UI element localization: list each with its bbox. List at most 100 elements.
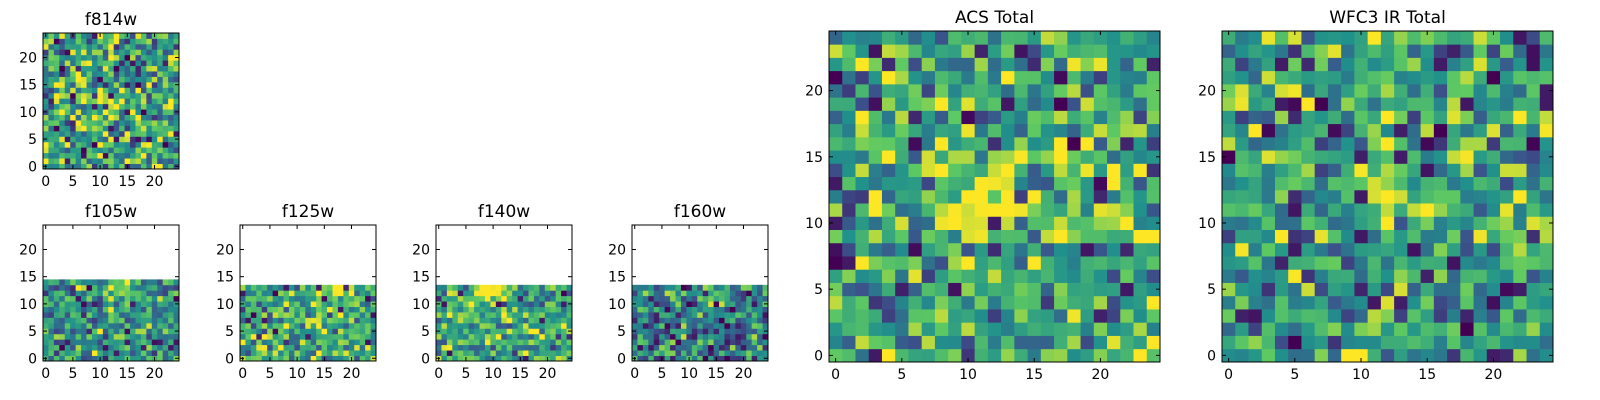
heatmap-cell [283, 290, 290, 297]
heatmap-cell [81, 350, 87, 356]
heatmap-cell [1327, 110, 1342, 125]
heatmap-cell [354, 301, 361, 307]
heatmap-cell [102, 98, 109, 105]
heatmap-cell [64, 120, 71, 126]
heatmap-cell [48, 43, 55, 50]
heatmap-cell [70, 312, 77, 318]
heatmap-cell [719, 290, 725, 297]
heatmap-cell [691, 301, 698, 307]
heatmap-cell [86, 355, 93, 362]
heatmap-cell [1235, 309, 1249, 323]
heatmap-cell [130, 54, 136, 61]
heatmap-cell [70, 295, 77, 302]
heatmap-cell [664, 290, 671, 297]
heatmap-cell [484, 333, 491, 340]
heatmap-cell [1301, 44, 1316, 58]
heatmap-cell [1133, 70, 1148, 85]
heatmap-cell [135, 76, 142, 83]
heatmap-cell [1433, 309, 1448, 323]
heatmap-cell [316, 317, 322, 324]
heatmap-cell [81, 49, 87, 56]
heatmap-cell [348, 290, 355, 297]
heatmap-cell [895, 335, 909, 350]
heatmap-cell [140, 49, 147, 56]
heatmap-cell [1222, 282, 1236, 297]
heatmap-cell [70, 60, 77, 67]
heatmap-cell [119, 317, 125, 324]
heatmap-cell [1001, 163, 1015, 178]
heatmap-cell [1394, 110, 1408, 125]
heatmap-cell [59, 301, 66, 307]
heatmap-cell [91, 339, 98, 346]
heatmap-cell [555, 301, 562, 307]
heatmap-cell [506, 322, 513, 329]
heatmap-cell [1288, 123, 1302, 138]
heatmap-cell [506, 312, 513, 318]
heatmap-cell [151, 312, 158, 318]
heatmap-cell [1014, 176, 1028, 191]
heatmap-cell [250, 355, 257, 362]
heatmap-cell [544, 328, 551, 335]
heatmap-cell [961, 70, 976, 85]
heatmap-cell [1486, 242, 1501, 257]
heatmap-cell [495, 290, 502, 297]
heatmap-cell [86, 65, 93, 72]
heatmap-cell [102, 312, 109, 318]
heatmap-cell [501, 290, 508, 297]
heatmap-cell [256, 344, 263, 351]
heatmap-cell [528, 333, 535, 340]
heatmap-cell [245, 350, 252, 356]
heatmap-cell [75, 136, 82, 143]
heatmap-cell [1054, 123, 1068, 138]
panel-title: f125w [282, 202, 334, 222]
heatmap-cell [974, 256, 989, 270]
heatmap-cell [829, 110, 843, 125]
heatmap-cell [702, 344, 709, 351]
heatmap-cell [91, 152, 98, 159]
heatmap-cell [1080, 189, 1095, 204]
heatmap-cell [157, 163, 164, 170]
heatmap-cell [1120, 229, 1134, 244]
heatmap-cell [283, 339, 290, 346]
heatmap-cell [1027, 256, 1042, 270]
y-tick-label: 15 [608, 270, 626, 286]
heatmap-cell [53, 344, 60, 351]
heatmap-cell [162, 322, 169, 329]
heatmap-cell [1367, 176, 1382, 191]
x-tick-label: 0 [434, 366, 443, 382]
heatmap-cell [961, 163, 976, 178]
heatmap-cell [490, 312, 497, 318]
heatmap-cell [1380, 70, 1395, 85]
heatmap-cell [855, 44, 870, 58]
heatmap-cell [1093, 163, 1108, 178]
heatmap-cell [59, 98, 66, 105]
y-tick-label: 20 [19, 50, 37, 66]
heatmap-cell [719, 339, 725, 346]
heatmap-cell [140, 125, 147, 132]
heatmap-cell [108, 328, 115, 335]
heatmap-cell [686, 312, 693, 318]
heatmap-cell [261, 350, 268, 356]
heatmap-cell [1500, 322, 1514, 336]
heatmap-cell [550, 317, 557, 324]
heatmap-cell [86, 76, 93, 83]
heatmap-cell [64, 355, 71, 362]
heatmap-cell [140, 60, 147, 67]
heatmap-cell [59, 279, 66, 286]
heatmap-cell [659, 328, 666, 335]
heatmap-cell [1120, 256, 1134, 270]
heatmap-cell [1407, 150, 1421, 164]
heatmap-cell [70, 322, 77, 329]
heatmap-cell [130, 130, 136, 137]
heatmap-cell [278, 333, 284, 340]
heatmap-cell [539, 312, 546, 318]
heatmap-cell [146, 109, 153, 115]
heatmap-cell [162, 33, 169, 39]
heatmap-cell [523, 306, 529, 313]
heatmap-cell [173, 312, 180, 318]
heatmap-cell [1261, 44, 1276, 58]
heatmap-cell [829, 229, 843, 244]
heatmap-cell [934, 189, 949, 204]
heatmap-cell [1539, 348, 1554, 363]
